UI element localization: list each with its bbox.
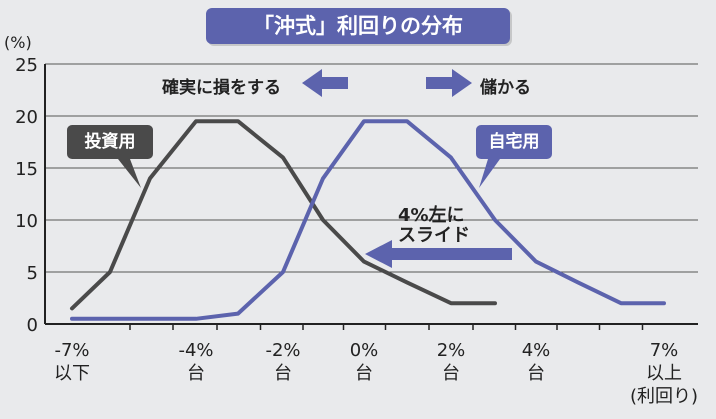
series-line-investment [70,119,497,311]
ytick-label-15: 15 [15,159,38,180]
loss-direction-label: 確実に損をする [162,78,281,98]
direction-arrows [302,69,512,268]
y-axis-unit-label: (%) [4,33,32,52]
series-line-home [70,119,666,321]
xtick-label: -7% [54,340,89,361]
xtick-label: 2% [437,340,466,361]
ytick-label-10: 10 [15,211,38,232]
xtick-label: 台 [527,363,545,384]
loss-arrow-icon [302,69,348,97]
ytick-label-0: 0 [27,315,38,336]
ytick-label-25: 25 [15,55,38,76]
xtick-label: 7% [650,340,679,361]
profit-direction-label: 儲かる [480,78,531,98]
xtick-label: 0% [350,340,379,361]
slide-arrow-icon [365,240,512,268]
label-pointers [118,159,500,188]
xtick-label: 台 [355,363,373,384]
chart-title: 「沖式」利回りの分布 [206,8,510,44]
xtick-label: 台 [442,363,460,384]
xtick-label: 台 [274,363,292,384]
xtick-label: 以上 [646,363,682,384]
profit-arrow-icon [426,69,472,97]
home-label-pointer [479,159,500,188]
slide-annotation-line1: 4%左に [398,205,465,226]
series-label-home: 自宅用 [476,125,552,159]
grid-lines [45,63,698,273]
xtick-label: -2% [265,340,300,361]
ytick-label-5: 5 [27,263,38,284]
xtick-label: 以下 [54,363,90,384]
xtick-label: 台 [187,363,205,384]
xtick-label: (利回り) [630,386,698,407]
series-lines [70,119,666,321]
series-label-investment: 投資用 [67,125,153,159]
slide-annotation-line2: スライド [398,225,470,246]
xtick-label: -4% [178,340,213,361]
xtick-label: 4% [522,340,551,361]
axes: 0510152025(%)-7%以下-4%台-2%台0%台2%台4%台7%以上(… [4,33,698,407]
investment-label-pointer [118,159,141,188]
ytick-label-20: 20 [15,107,38,128]
